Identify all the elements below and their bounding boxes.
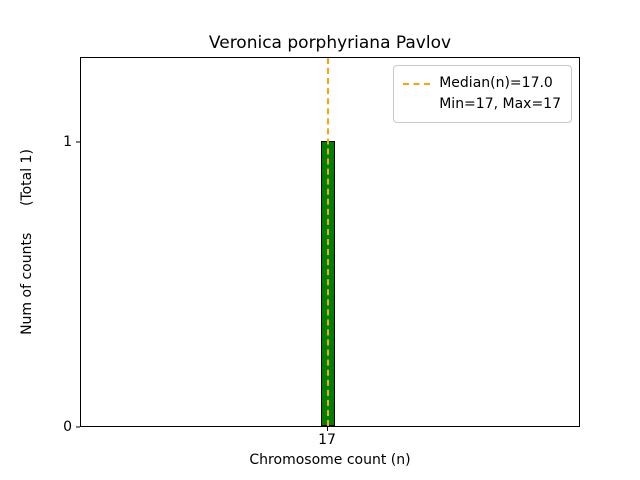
median-line — [327, 58, 329, 426]
legend-label-median: Median(n)=17.0 — [439, 75, 553, 91]
x-axis-label: Chromosome count (n) — [249, 452, 411, 468]
legend: Median(n)=17.0 Min=17, Max=17 — [393, 65, 572, 123]
y-tick-label-0: 0 — [63, 419, 72, 435]
dashed-line-icon — [403, 82, 431, 85]
y-tick-mark-1 — [76, 141, 80, 143]
blank-key-icon — [403, 104, 430, 106]
y-axis-label: Num of counts (Total 1) — [19, 149, 35, 335]
y-tick-mark-0 — [76, 426, 80, 428]
chart-title: Veronica porphyriana Pavlov — [208, 33, 452, 53]
legend-entry-median: Median(n)=17.0 — [403, 73, 561, 94]
legend-entry-minmax: Min=17, Max=17 — [403, 94, 561, 115]
legend-label-minmax: Min=17, Max=17 — [439, 96, 561, 112]
y-tick-label-1: 1 — [63, 134, 72, 151]
x-tick-mark-17 — [327, 427, 328, 431]
x-tick-label-17: 17 — [318, 432, 336, 448]
plot-area: Median(n)=17.0 Min=17, Max=17 — [80, 57, 580, 427]
